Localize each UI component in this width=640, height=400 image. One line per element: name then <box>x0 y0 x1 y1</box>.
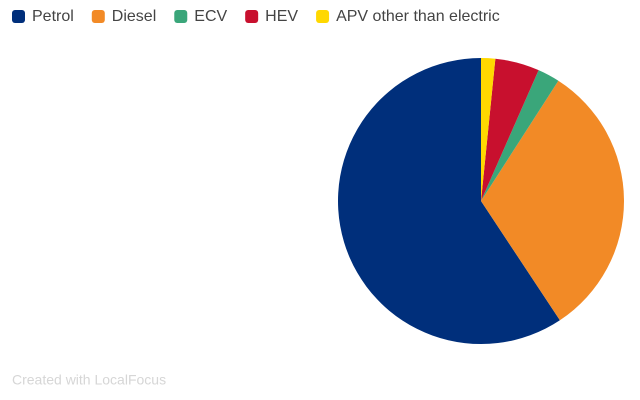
legend-swatch <box>316 10 330 23</box>
legend-label: APV other than electric <box>336 8 500 25</box>
legend-label: HEV <box>265 8 298 25</box>
legend-swatch <box>245 10 259 23</box>
legend-label: Petrol <box>32 8 74 25</box>
pie-slice <box>481 58 496 201</box>
pie-slice <box>338 58 560 344</box>
pie-slice <box>481 70 559 201</box>
pie-slice <box>481 80 625 321</box>
legend-swatch <box>12 10 25 23</box>
legend-swatch <box>91 10 105 23</box>
legend-label: ECV <box>194 8 227 25</box>
credit: Created with LocalFocus <box>12 372 166 388</box>
legend-label: Diesel <box>112 8 156 25</box>
legend-swatch <box>174 10 188 23</box>
pie-slice <box>481 58 539 202</box>
